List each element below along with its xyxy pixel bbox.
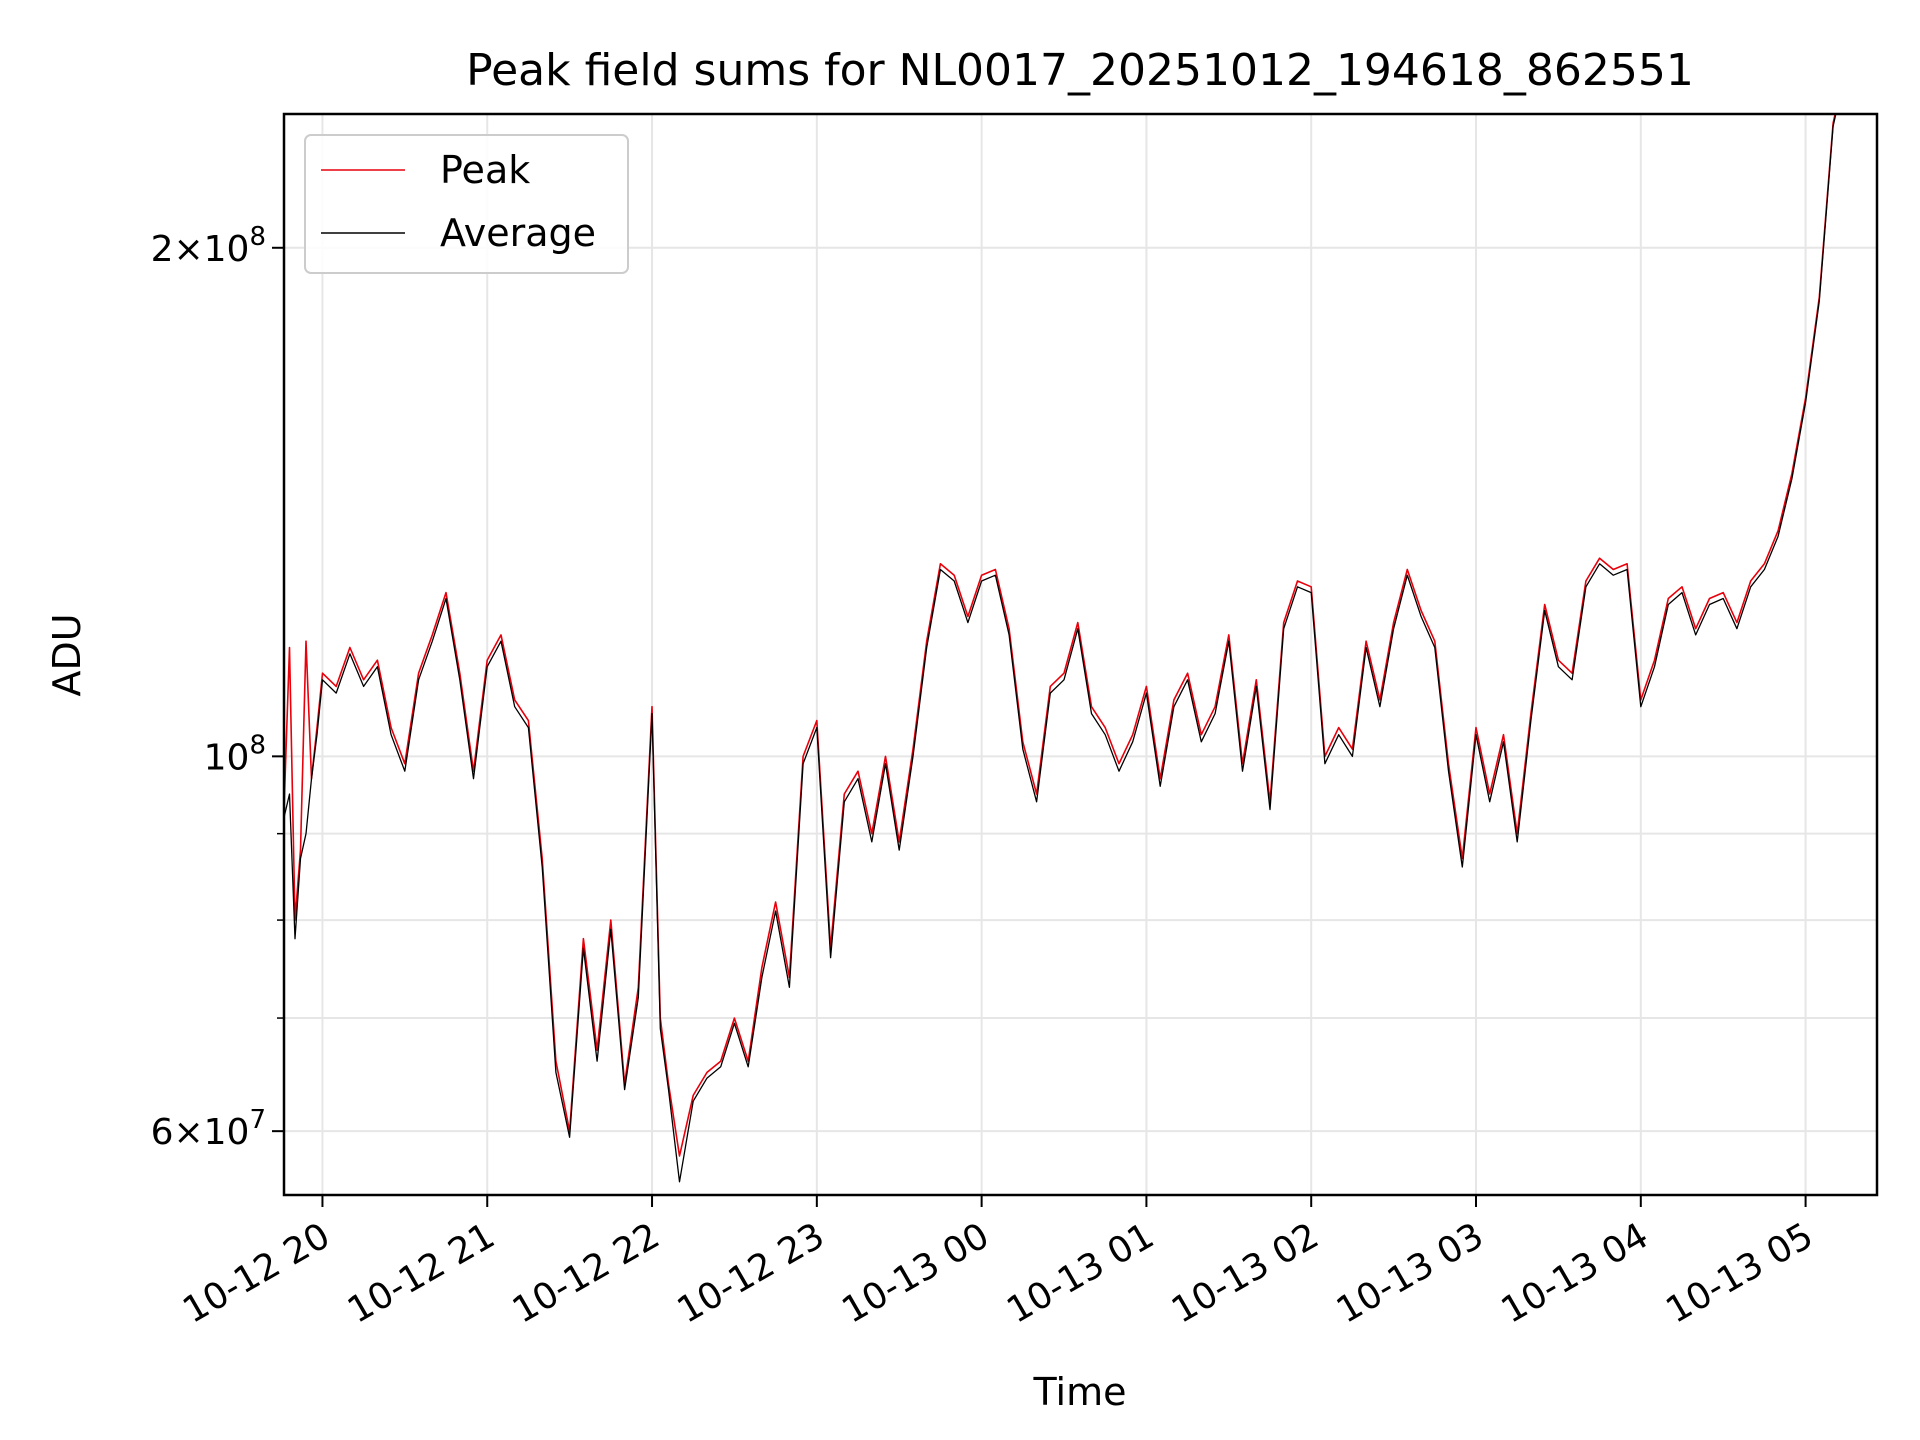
series-line-peak <box>284 114 1836 1157</box>
legend: Peak Average <box>304 134 629 274</box>
series-line-average <box>284 114 1837 1183</box>
plot-frame <box>282 112 1879 1197</box>
y-tick-label: 108 <box>204 730 266 778</box>
y-axis: 6×107 108 2×108 <box>151 222 284 1153</box>
x-axis-label: Time <box>1033 1370 1127 1414</box>
y-tick-label: 2×108 <box>151 222 266 270</box>
y-tick-label: 6×107 <box>151 1105 266 1153</box>
series-layer <box>284 114 1837 1183</box>
y-axis-label: ADU <box>45 613 89 696</box>
chart-title: Peak field sums for NL0017_20251012_1946… <box>466 45 1694 96</box>
legend-label-average: Average <box>440 211 596 255</box>
legend-label-peak: Peak <box>440 148 530 192</box>
